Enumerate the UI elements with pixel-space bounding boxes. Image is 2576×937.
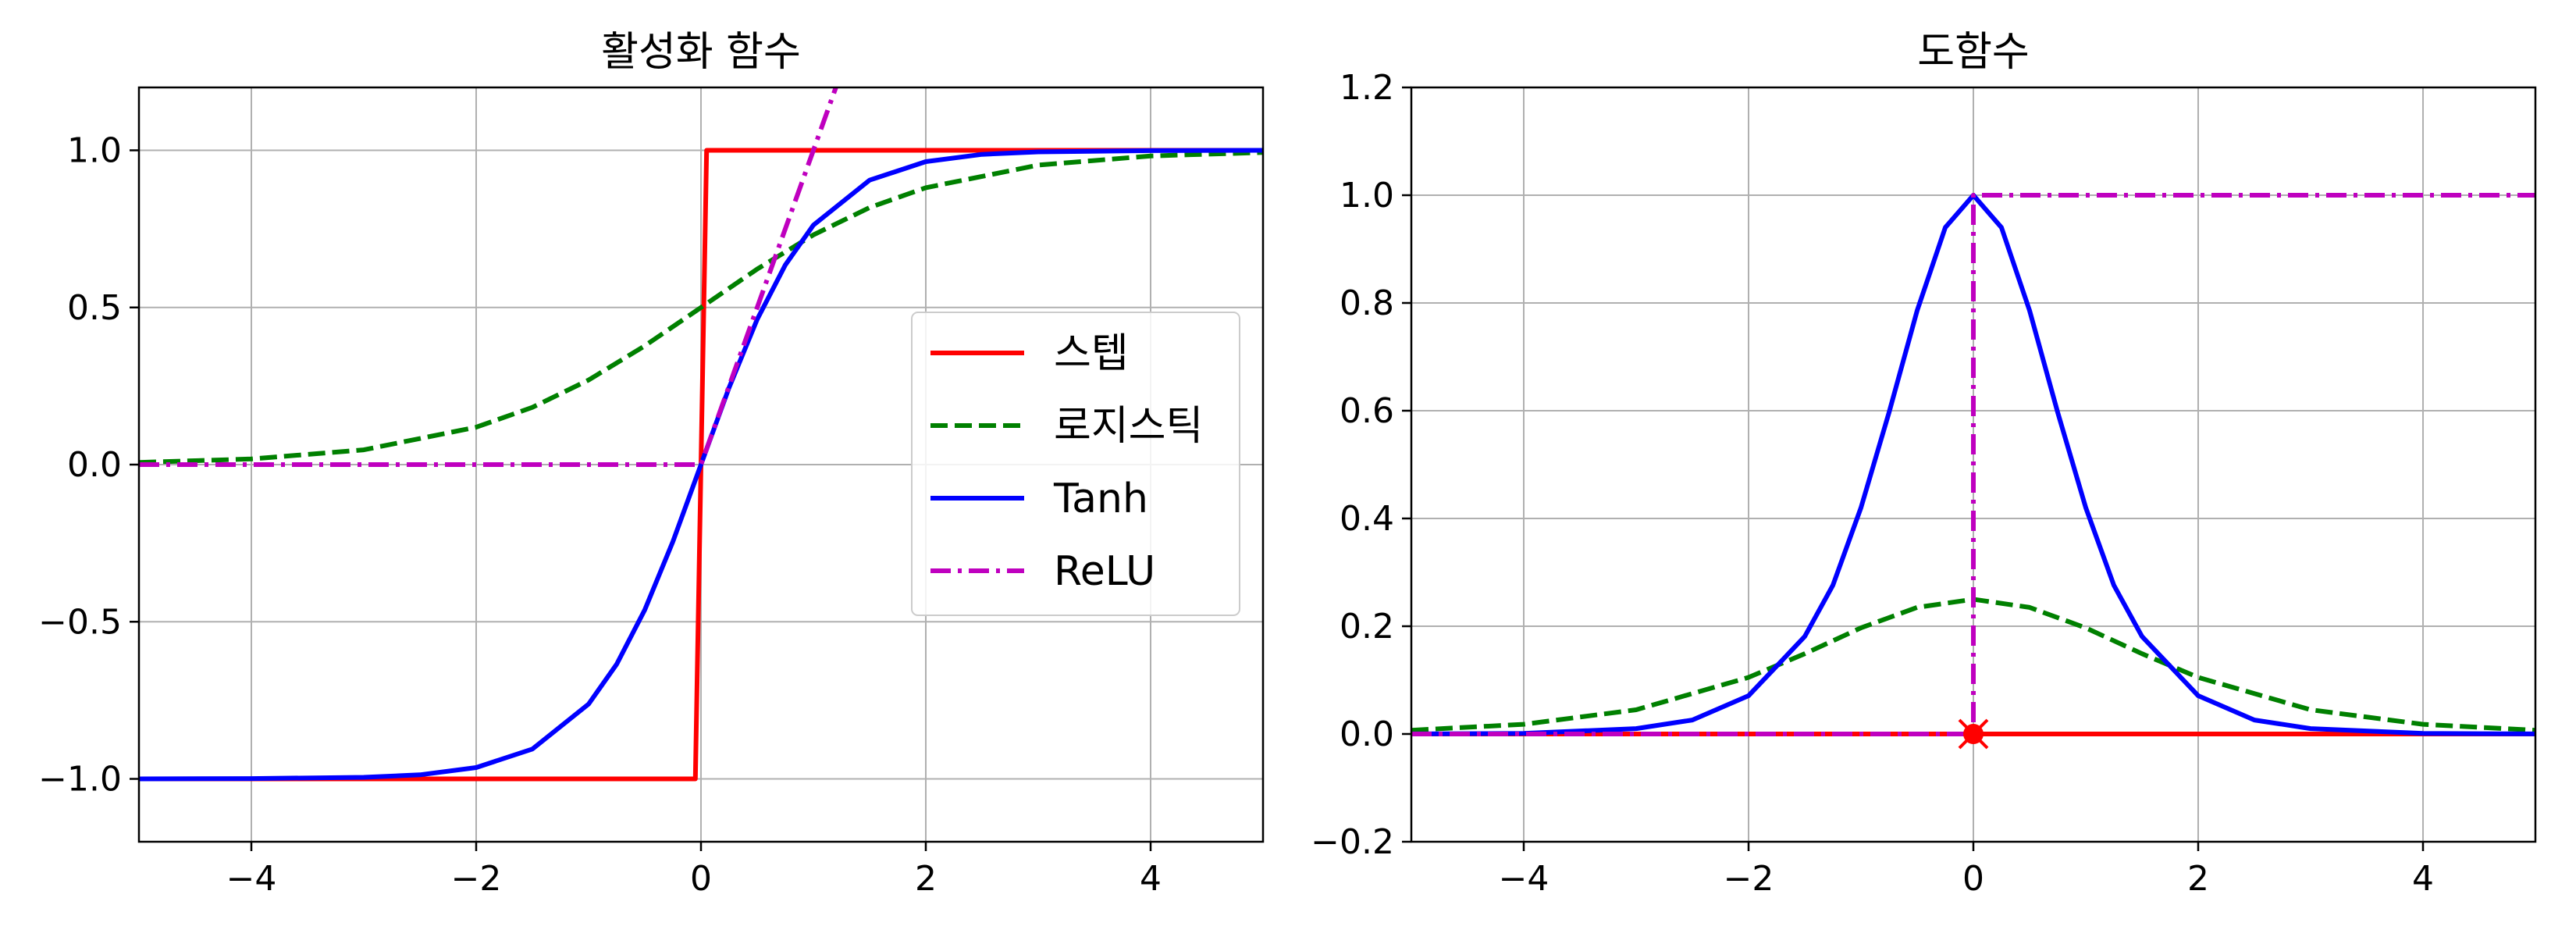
x-tick-label: −2 bbox=[451, 859, 502, 899]
legend-label: ReLU bbox=[1054, 548, 1155, 595]
x-tick-label: −4 bbox=[226, 859, 277, 899]
y-tick-label: 0.0 bbox=[67, 445, 122, 485]
series-line-3 bbox=[139, 87, 838, 467]
y-tick-label: 0.5 bbox=[67, 288, 122, 328]
chart-title: 도함수 bbox=[1917, 29, 2030, 76]
chart-title: 활성화 함수 bbox=[601, 29, 801, 76]
derivatives-chart: −4 −2 0 2 4 −0.2 0.0 0.2 0.4 0.6 0.8 1.0 1.2 도함수 bbox=[1311, 29, 2537, 899]
x-tick-label: 2 bbox=[915, 859, 937, 899]
legend-box bbox=[911, 312, 1240, 616]
legend-label: 로지스틱 bbox=[1054, 403, 1203, 450]
x-tick-label: −4 bbox=[1499, 859, 1550, 899]
x-tick-label: 4 bbox=[1140, 859, 1162, 899]
y-tick-label: −0.5 bbox=[38, 602, 122, 642]
plot-area bbox=[139, 87, 1263, 782]
y-tick-label: 0.8 bbox=[1340, 283, 1394, 323]
series-line-2 bbox=[139, 148, 1263, 782]
y-tick-label: 0.6 bbox=[1340, 391, 1394, 431]
series-line-1 bbox=[139, 150, 1263, 465]
x-tick-label: 0 bbox=[690, 859, 712, 899]
y-tick-label: −0.2 bbox=[1311, 822, 1394, 862]
y-tick-label: 1.0 bbox=[67, 131, 122, 171]
legend-label: Tanh bbox=[1053, 476, 1148, 522]
x-tick-label: −2 bbox=[1724, 859, 1774, 899]
y-tick-label: 0.4 bbox=[1340, 499, 1394, 539]
y-tick-label: 0.2 bbox=[1340, 607, 1394, 647]
y-tick-label: 0.0 bbox=[1340, 714, 1394, 754]
point-marker-x bbox=[1958, 718, 1989, 750]
x-tick-label: 2 bbox=[2187, 859, 2209, 899]
y-tick-label: 1.2 bbox=[1340, 68, 1394, 108]
plot-area bbox=[1411, 193, 2535, 736]
x-tick-label: 0 bbox=[1962, 859, 1984, 899]
y-tick-label: −1.0 bbox=[38, 760, 122, 800]
series-line-3 bbox=[1411, 193, 2535, 736]
x-tick-label: 4 bbox=[2412, 859, 2434, 899]
legend-label: 스텝 bbox=[1054, 330, 1129, 377]
y-tick-label: 1.0 bbox=[1340, 176, 1394, 216]
